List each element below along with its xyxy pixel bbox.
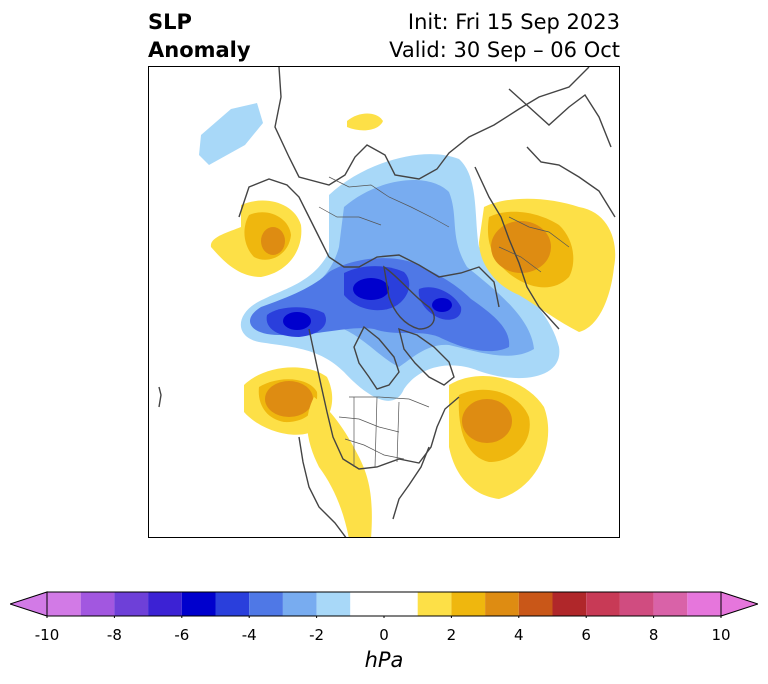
coastline (298, 436, 347, 537)
colorbar-tick-label: -8 (106, 626, 122, 644)
coastline (328, 254, 500, 308)
coastlines (158, 67, 616, 537)
colorbar-tick-label: 0 (379, 626, 389, 644)
colorbar-under-arrow (10, 591, 48, 617)
coastline (526, 146, 616, 218)
coastline (238, 178, 330, 258)
colorbar-bin (80, 592, 115, 616)
negative-anomaly-shading (199, 103, 560, 401)
border (508, 216, 570, 248)
valid-period: Valid: 30 Sep – 06 Oct (389, 38, 620, 62)
coastline (392, 446, 430, 520)
border (338, 416, 400, 433)
colorbar-bin (316, 592, 351, 616)
colorbar-tick-label: -6 (174, 626, 190, 644)
coastline (508, 88, 612, 148)
colorbar-tick-label: 6 (581, 626, 591, 644)
colorbar-bin (47, 592, 81, 616)
colorbar-bin (384, 592, 418, 616)
colorbar-bin (586, 592, 620, 616)
colorbar-bins (47, 592, 721, 616)
border (498, 246, 542, 273)
colorbar-unit: hPa (364, 648, 404, 672)
title-variable-line1: SLP (148, 10, 192, 34)
coastline (158, 386, 162, 408)
positive-anomaly-core (265, 381, 313, 417)
colorbar-tick-label: 2 (446, 626, 457, 644)
colorbar-tick-label: 8 (648, 626, 659, 644)
colorbar-bin (148, 592, 182, 616)
coastline (353, 325, 400, 390)
colorbar-bin (417, 592, 452, 616)
colorbar-bin (350, 592, 384, 616)
colorbar-bin (282, 592, 317, 616)
map-title: SLP Anomaly (148, 8, 251, 64)
colorbar-over-arrow (720, 591, 758, 617)
colorbar-bin (552, 592, 587, 616)
political-borders (318, 176, 570, 468)
coastline (474, 166, 560, 330)
coastline (308, 328, 460, 470)
coastline (274, 67, 590, 186)
colorbar-tick-label: -4 (241, 626, 257, 644)
colorbar-bin (114, 592, 149, 616)
colorbar-tick-label: -10 (34, 626, 60, 644)
coastline (383, 265, 435, 330)
border (328, 176, 450, 228)
colorbar-tick-label: -2 (309, 626, 325, 644)
negative-anomaly-core (283, 312, 311, 330)
colorbar-bin (653, 592, 688, 616)
map-panel (148, 66, 620, 538)
init-date: Init: Fri 15 Sep 2023 (407, 10, 620, 34)
negative-anomaly-core (432, 298, 452, 312)
positive-anomaly-region (307, 397, 372, 537)
colorbar-bin (181, 592, 216, 616)
positive-anomaly-core (462, 399, 512, 443)
border (349, 396, 430, 408)
positive-anomaly-core (491, 221, 551, 273)
positive-anomaly-core (261, 227, 285, 255)
anomaly-map (149, 67, 619, 537)
colorbar-bin (619, 592, 654, 616)
forecast-dates: Init: Fri 15 Sep 2023 Valid: 30 Sep – 06… (389, 8, 620, 64)
colorbar (10, 591, 758, 618)
border (374, 396, 378, 468)
coastline (398, 327, 455, 386)
positive-anomaly-shading (210, 113, 616, 537)
negative-anomaly-core (353, 278, 389, 300)
title-variable-line2: Anomaly (148, 38, 251, 62)
border (396, 401, 400, 463)
colorbar-bin (518, 592, 553, 616)
border (318, 206, 382, 226)
colorbar-bin (215, 592, 250, 616)
border (344, 438, 405, 460)
colorbar-bin (451, 592, 486, 616)
negative-anomaly-region (199, 103, 263, 165)
colorbar-tick-label: 10 (711, 626, 731, 644)
colorbar-tick-label: 4 (514, 626, 524, 644)
positive-anomaly-region (347, 113, 383, 131)
colorbar-bin (249, 592, 283, 616)
colorbar-bin (485, 592, 519, 616)
colorbar-bin (687, 592, 721, 616)
